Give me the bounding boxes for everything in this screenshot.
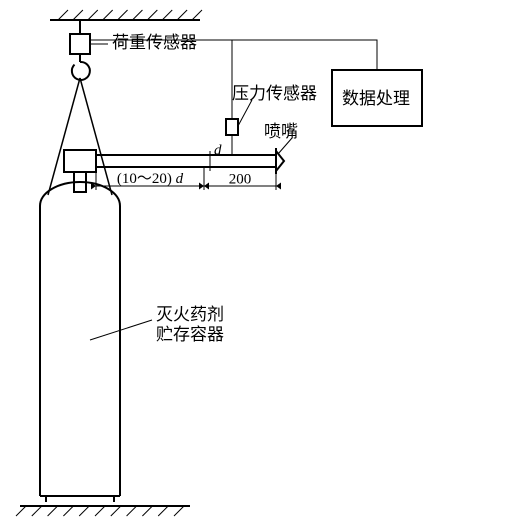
diagram-stroke xyxy=(88,10,98,20)
diagram-stroke xyxy=(16,506,26,516)
diagram-stroke xyxy=(174,506,184,516)
diagram-stroke xyxy=(103,10,113,20)
diagram-stroke xyxy=(276,183,281,190)
diagram-stroke xyxy=(142,506,152,516)
diagram-stroke xyxy=(63,506,73,516)
diagram-stroke xyxy=(127,506,137,516)
diagram-stroke xyxy=(177,10,187,20)
label-nozzle: 喷嘴 xyxy=(264,122,298,141)
diagram-stroke xyxy=(204,183,209,190)
label-vessel-line2: 贮存容器 xyxy=(156,325,224,344)
dim-200: 200 xyxy=(229,171,252,187)
label-pressure-sensor: 压力传感器 xyxy=(232,84,317,103)
diagram-stroke xyxy=(40,192,120,206)
diagram-stroke xyxy=(58,10,68,20)
dim-main: (10～20) d xyxy=(117,171,184,187)
hook-icon xyxy=(72,62,90,80)
diagram-stroke xyxy=(199,183,204,190)
diagram-stroke xyxy=(192,10,202,20)
diagram-stroke xyxy=(95,506,105,516)
pressure-sensor-box xyxy=(226,119,238,135)
label-load-sensor: 荷重传感器 xyxy=(112,33,197,52)
diagram-stroke xyxy=(48,506,58,516)
leader-pressure-sensor xyxy=(238,100,252,126)
valve-body xyxy=(64,150,96,172)
diagram-stroke xyxy=(73,10,83,20)
diagram-stroke xyxy=(162,10,172,20)
dim-d-symbol: d xyxy=(214,142,222,158)
nozzle-icon xyxy=(276,151,284,171)
load-sensor-box xyxy=(70,34,90,54)
diagram-stroke xyxy=(147,10,157,20)
diagram-stroke xyxy=(118,10,128,20)
diagram-stroke xyxy=(32,506,42,516)
diagram-stroke xyxy=(111,506,121,516)
label-vessel-line1: 灭火药剂 xyxy=(156,305,224,324)
label-data-processing: 数据处理 xyxy=(342,89,410,108)
agent-storage-vessel xyxy=(40,206,120,496)
diagram-stroke xyxy=(79,506,89,516)
diagram-stroke xyxy=(132,10,142,20)
diagram-stroke xyxy=(158,506,168,516)
